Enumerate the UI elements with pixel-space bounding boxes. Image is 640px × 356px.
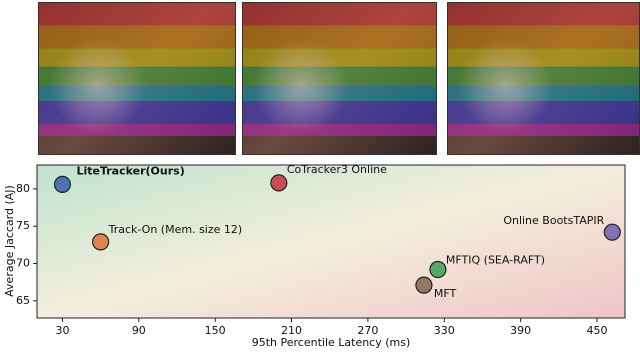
x-tick-label: 210 [281,324,302,337]
x-tick-label: 330 [434,324,455,337]
x-tick-label: 270 [357,324,378,337]
point-label: Track-On (Mem. size 12) [108,223,243,236]
point-label: MFT [434,287,457,300]
point [429,260,447,279]
x-tick-label: 450 [587,324,608,337]
x-tick-label: 90 [132,324,146,337]
tracking-frame [38,2,236,155]
point [92,233,110,251]
x-tick-label: 30 [55,324,69,337]
point-label: Online BootsTAPIR [503,214,604,227]
point [603,223,621,241]
x-tick-label: 390 [510,324,531,337]
plot-area [36,164,626,319]
tracking-frame [242,2,437,155]
y-tick-label: 80 [16,182,30,195]
x-tick-label: 150 [205,324,226,337]
x-axis-label: 95th Percentile Latency (ms) [252,336,411,349]
tracking-frame [447,2,640,155]
y-axis-label: Average Jaccard (AJ) [3,185,16,297]
point-label: MFTIQ (SEA-RAFT) [446,253,545,266]
point-label: LiteTracker(Ours) [76,164,184,177]
y-tick-label: 75 [16,219,30,232]
y-tick-label: 65 [16,294,30,307]
point [53,175,72,194]
y-tick-label: 70 [16,257,30,270]
point-label: CoTracker3 Online [287,163,387,176]
point [270,174,288,192]
point [415,276,433,294]
